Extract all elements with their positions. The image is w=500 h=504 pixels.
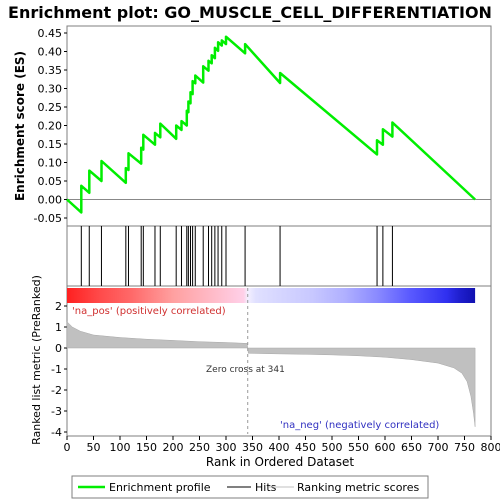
es-y-tick-label: 0.05 [38,175,63,188]
chart-title: Enrichment plot: GO_MUSCLE_CELL_DIFFEREN… [8,3,492,22]
zero-cross-label: Zero cross at 341 [206,365,285,375]
x-tick-label: 550 [348,441,369,454]
x-tick-label: 700 [428,441,449,454]
legend-profile-label: Enrichment profile [109,481,211,494]
x-tick-label: 600 [375,441,396,454]
es-y-tick-label: -0.05 [34,212,62,225]
x-tick-label: 300 [216,441,237,454]
metric-y-tick-label: -2 [51,384,62,397]
x-tick-label: 800 [481,441,500,454]
es-panel-frame [67,26,491,226]
x-tick-label: 0 [64,441,71,454]
hits-panel-frame [67,226,491,286]
es-y-axis-label: Enrichment score (ES) [13,51,27,201]
x-tick-label: 650 [401,441,422,454]
es-y-tick-label: 0.00 [38,194,63,207]
es-y-tick-label: 0.20 [38,120,63,133]
es-y-tick-label: 0.10 [38,157,63,170]
metric-y-tick-label: -3 [51,405,62,418]
es-y-tick-label: 0.35 [38,64,63,77]
x-tick-label: 150 [136,441,157,454]
x-tick-label: 400 [269,441,290,454]
x-tick-label: 50 [87,441,101,454]
x-axis: 0 50 100 150 200 250 300 350 400 450 500 550 600 650 7… [64,436,500,454]
legend-metric-label: Ranking metric scores [297,481,419,494]
enrichment-profile-line [67,37,475,213]
x-tick-label: 100 [110,441,131,454]
neg-correlated-label: 'na_neg' (negatively correlated) [280,420,439,431]
rank-color-bar-fill [67,288,475,303]
es-y-tick-label: 0.25 [38,101,63,114]
legend: Enrichment profile Hits Ranking metric s… [72,476,428,498]
metric-y-tick-label: -1 [51,363,62,376]
metric-y-axis-label: Ranked list metric (PreRanked) [30,275,43,445]
metric-y-tick-label: 1 [55,321,62,334]
es-panel: -0.05 0.00 0.05 0.10 0.15 0.20 0.25 0.30 0.35 0.4… [34,27,491,225]
rank-color-bar [67,288,475,303]
pos-correlated-label: 'na_pos' (positively correlated) [72,306,226,317]
x-tick-label: 450 [295,441,316,454]
metric-y-tick-label: 2 [55,300,62,313]
x-tick-label: 750 [454,441,475,454]
es-y-tick-label: 0.45 [38,27,63,40]
x-tick-label: 250 [189,441,210,454]
x-axis-label: Rank in Ordered Dataset [206,455,354,469]
es-y-tick-label: 0.40 [38,46,63,59]
es-y-tick-label: 0.15 [38,138,63,151]
metric-y-tick-label: 0 [55,342,62,355]
es-y-tick-label: 0.30 [38,83,63,96]
x-tick-label: 500 [322,441,343,454]
x-tick-label: 200 [163,441,184,454]
metric-y-tick-label: -4 [51,426,62,439]
x-tick-label: 350 [242,441,263,454]
hits-panel [81,226,392,286]
